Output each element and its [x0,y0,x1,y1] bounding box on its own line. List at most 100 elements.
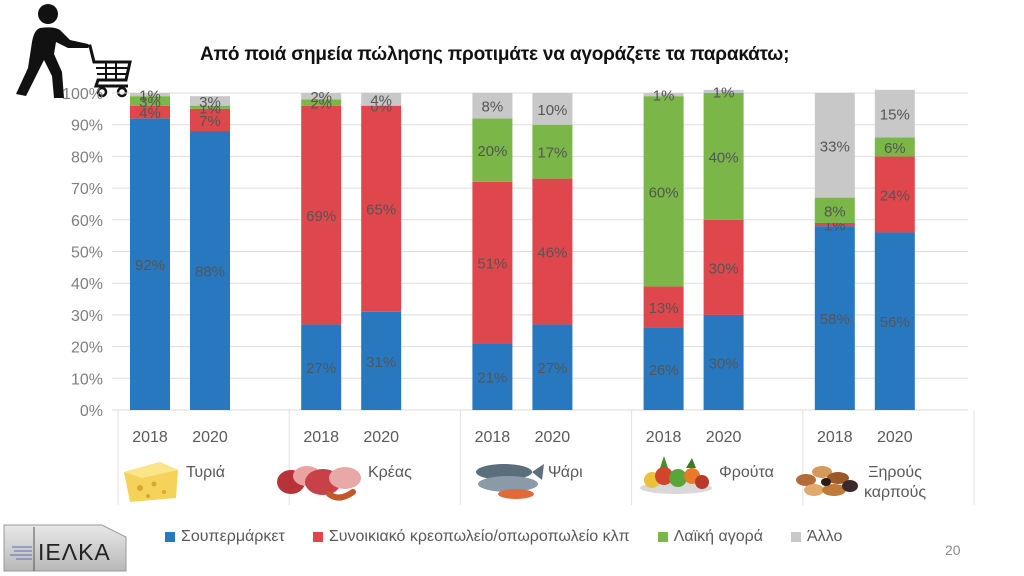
bar-segment [361,93,402,106]
category-label-fish: Ψάρι [548,464,583,481]
page-number: 20 [945,542,961,558]
bar-segment [703,314,744,410]
bar-segment [130,93,170,97]
bar-segment [532,93,573,125]
data-label: 92% [135,257,165,274]
bar-segment [703,93,744,220]
data-label: 15% [880,107,910,124]
ielka-logo: ΙΕΛΚΑ [2,521,128,573]
bar-segment [130,105,170,119]
data-label: 10% [537,102,567,119]
data-label: 7% [199,113,221,130]
bar-segment [130,118,170,411]
bar-segment [361,311,402,410]
data-label: 20% [477,143,507,160]
bar-segment [814,222,855,227]
legend-swatch [791,532,801,542]
bar-segment [361,105,402,312]
data-label: 1% [653,88,675,105]
bar-segment [301,324,342,410]
legend-item-other: Άλλο [791,528,842,546]
legend-label: Συνοικιακό κρεοπωλείο/οπωροπωλείο κλπ [328,528,630,545]
data-label: 3% [139,94,161,111]
data-label: 69% [306,208,336,225]
legend-swatch [165,532,175,542]
legend-swatch [312,532,323,542]
meat-image [277,466,361,501]
bar-segment [532,178,573,325]
data-label: 6% [884,140,906,157]
y-tick-label: 50% [71,245,103,262]
x-tick-label-year: 2018 [475,429,511,446]
legend-label: Άλλο [807,528,843,545]
data-label: 21% [477,370,507,387]
data-label: 65% [366,202,396,219]
data-label: 1% [713,84,735,101]
data-label: 13% [649,300,679,317]
bar-segment [472,93,513,119]
data-label: 40% [709,149,739,166]
bar-segment [874,137,915,157]
category-label-nuts: Ξηρούς καρπούς [863,464,927,501]
y-tick-label: 20% [71,340,103,357]
legend-swatch [657,532,668,542]
x-tick-label-year: 2018 [132,429,168,446]
data-label: 8% [824,203,846,220]
bar-segment [301,105,342,325]
bar-segment [703,219,744,315]
y-tick-label: 100% [62,86,103,103]
nuts-image [796,466,858,496]
x-tick-label-year: 2020 [706,429,742,446]
data-label: 4% [370,92,392,109]
category-label-cheese: Τυριά [186,464,226,481]
bar-segment [472,343,513,410]
bar-segment [874,89,915,138]
data-label: 3% [199,94,221,111]
data-label: 58% [820,311,850,328]
cheese-image [124,462,178,502]
x-tick-label-year: 2020 [877,429,913,446]
legend-label: Σουπερμάρκετ [181,528,285,545]
x-tick-label-year: 2018 [646,429,682,446]
data-label: 26% [649,362,679,379]
bar-segment [130,96,170,106]
legend-item-local-shop: Συνοικιακό κρεοπωλείο/οπωροπωλείο κλπ [312,528,630,546]
legend-item-supermarket: Σουπερμάρκετ [165,528,285,546]
bar-segment [814,197,855,223]
bar-segment [472,181,513,344]
data-label: 2% [310,96,332,113]
bar-segment [532,324,573,410]
data-label: 4% [139,105,161,122]
x-tick-label-year: 2020 [535,429,571,446]
logo-text: ΙΕΛΚΑ [38,539,111,565]
data-label: 51% [477,256,507,273]
bar-segment [643,96,684,287]
chart-legend: Σουπερμάρκετ Συνοικιακό κρεοπωλείο/οπωρο… [165,528,842,546]
chart-title: Από ποιά σημεία πώλησης προτιμάτε να αγο… [200,44,790,65]
y-tick-label: 70% [71,181,103,198]
legend-item-street-market: Λαϊκή αγορά [657,528,763,546]
category-label-fruits: Φρούτα [719,464,774,481]
y-tick-label: 40% [71,276,103,293]
data-label: 88% [195,264,225,281]
data-label: 60% [649,184,679,201]
x-tick-label-year: 2020 [192,429,228,446]
data-label: 30% [709,355,739,372]
bar-segment [190,131,230,411]
fruits-image [640,456,712,494]
data-label: 2% [310,89,332,106]
data-label: 33% [820,138,850,155]
fish-image [476,464,544,499]
y-tick-label: 80% [71,149,103,166]
x-tick-label-year: 2018 [817,429,853,446]
bar-segment [643,286,684,328]
bar-segment [874,232,915,410]
bar-segment [814,93,855,198]
bar-segment [703,89,744,93]
data-label: 31% [366,354,396,371]
bar-segment [301,93,342,100]
data-label: 24% [880,187,910,204]
bar-segment [874,156,915,233]
data-label: 27% [306,360,336,377]
